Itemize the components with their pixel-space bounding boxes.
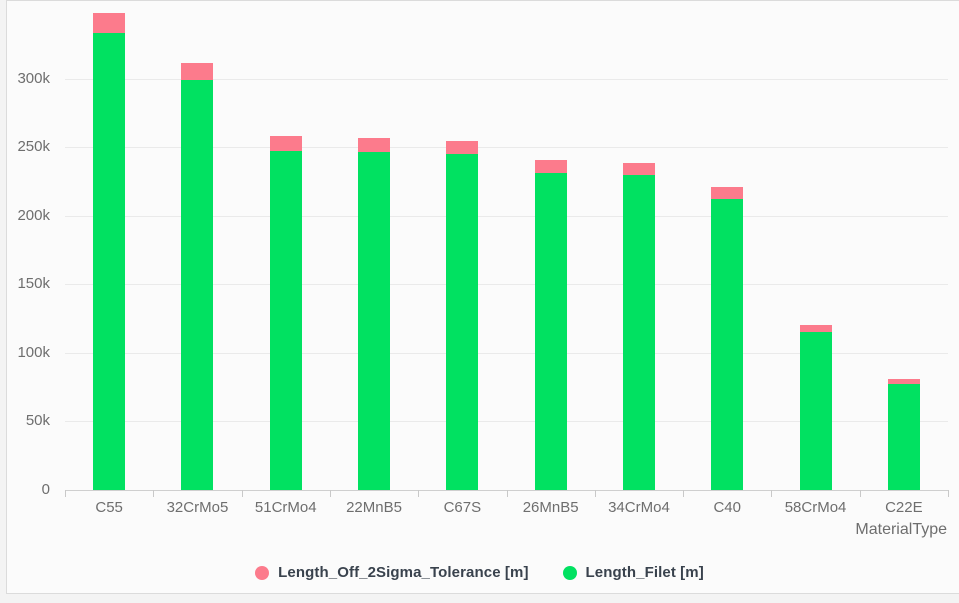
x-tick-label: C40 xyxy=(713,499,741,516)
legend-label-tolerance: Length_Off_2Sigma_Tolerance [m] xyxy=(278,564,529,581)
bar-segment-filet-C55[interactable] xyxy=(93,33,126,490)
bar-segment-filet-58CrMo4[interactable] xyxy=(799,332,832,490)
legend-swatch-filet-icon xyxy=(562,565,577,580)
bar-segment-tolerance-22MnB5[interactable] xyxy=(358,138,391,152)
bar-segment-filet-C22E[interactable] xyxy=(887,383,920,490)
legend-item-tolerance[interactable]: Length_Off_2Sigma_Tolerance [m] xyxy=(255,564,528,581)
gridline xyxy=(65,284,948,286)
x-axis-tick xyxy=(241,490,243,497)
y-tick-label: 100k xyxy=(17,343,50,361)
y-tick-label: 300k xyxy=(17,69,50,87)
x-axis-tick xyxy=(153,490,155,497)
x-tick-label: C22E xyxy=(885,499,923,516)
chart-panel xyxy=(6,0,959,594)
x-axis-tick xyxy=(329,490,331,497)
x-tick-label: 32CrMo5 xyxy=(166,499,229,516)
gridline xyxy=(65,421,948,423)
x-axis-tick xyxy=(65,490,66,497)
x-axis-tick xyxy=(594,490,596,497)
bar-segment-filet-34CrMo4[interactable] xyxy=(622,174,655,490)
y-tick-label: 0 xyxy=(41,481,50,498)
bar-segment-tolerance-32CrMo5[interactable] xyxy=(181,62,214,80)
x-tick-label: 34CrMo4 xyxy=(608,499,670,516)
y-tick-label: 50k xyxy=(25,412,50,430)
legend-item-filet[interactable]: Length_Filet [m] xyxy=(562,564,704,581)
bar-segment-tolerance-26MnB5[interactable] xyxy=(534,159,567,174)
x-tick-label: 58CrMo4 xyxy=(784,499,847,516)
bar-segment-filet-32CrMo5[interactable] xyxy=(181,79,214,490)
gridline xyxy=(65,147,948,149)
bar-segment-tolerance-C67S[interactable] xyxy=(446,141,479,154)
legend-swatch-tolerance-icon xyxy=(255,565,270,580)
gridline xyxy=(65,215,948,217)
bar-segment-tolerance-51CrMo4[interactable] xyxy=(269,136,302,151)
legend: Length_Off_2Sigma_Tolerance [m] Length_F… xyxy=(0,564,959,581)
x-axis-tick xyxy=(506,490,508,497)
x-tick-label: 26MnB5 xyxy=(522,499,579,516)
bar-segment-filet-C40[interactable] xyxy=(711,198,744,490)
x-axis-tick xyxy=(683,490,685,497)
gridline xyxy=(65,78,948,80)
x-axis-tick xyxy=(859,490,861,497)
x-tick-label: 51CrMo4 xyxy=(254,499,317,516)
x-axis-tick xyxy=(418,490,420,497)
x-axis-tick xyxy=(948,490,949,497)
bar-segment-tolerance-58CrMo4[interactable] xyxy=(799,324,832,333)
x-axis-tick xyxy=(771,490,773,497)
y-tick-label: 150k xyxy=(17,275,50,293)
legend-label-filet: Length_Filet [m] xyxy=(585,564,704,581)
y-tick-label: 200k xyxy=(17,206,50,224)
y-tick-label: 250k xyxy=(17,138,50,156)
bar-segment-tolerance-C22E[interactable] xyxy=(887,378,920,384)
x-tick-label: 22MnB5 xyxy=(346,499,402,516)
x-axis-title: MaterialType xyxy=(855,521,947,538)
bar-segment-tolerance-C40[interactable] xyxy=(711,186,744,199)
bar-segment-filet-51CrMo4[interactable] xyxy=(269,150,302,490)
gridline xyxy=(65,352,948,354)
bar-segment-tolerance-C55[interactable] xyxy=(93,13,126,34)
bar-segment-tolerance-34CrMo4[interactable] xyxy=(622,162,655,175)
bar-segment-filet-26MnB5[interactable] xyxy=(534,173,567,490)
x-tick-label: C55 xyxy=(95,499,123,516)
bar-segment-filet-22MnB5[interactable] xyxy=(358,151,391,490)
x-tick-label: C67S xyxy=(443,499,482,516)
bar-segment-filet-C67S[interactable] xyxy=(446,154,479,490)
